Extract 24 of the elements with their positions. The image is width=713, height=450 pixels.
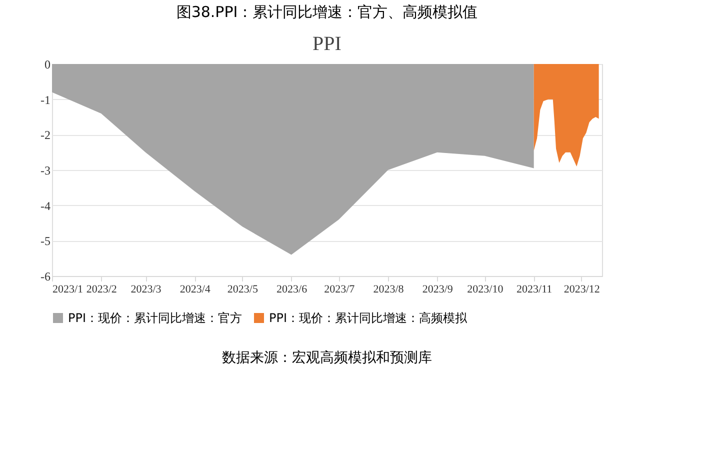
y-tick-label: -5 <box>40 234 50 248</box>
chart-subtitle: PPI <box>312 33 342 55</box>
x-tick-label: 2023/1 <box>52 284 84 296</box>
y-tick-label: -4 <box>40 198 50 213</box>
x-tick-label: 2023/12 <box>564 284 600 296</box>
x-tick-label: 2023/6 <box>276 284 308 296</box>
y-tick-label: -1 <box>40 92 50 107</box>
y-tick-label: -6 <box>40 270 50 284</box>
y-tick-label: -2 <box>40 128 50 142</box>
legend-label: PPI：现价：累计同比增速：高频模拟 <box>269 311 468 325</box>
legend-label: PPI：现价：累计同比增速：官方 <box>68 311 242 325</box>
x-tick-label: 2023/5 <box>227 284 258 296</box>
x-tick-label: 2023/9 <box>422 284 454 296</box>
chart-title: 图38.PPI：累计同比增速：官方、高频模拟值 <box>176 3 478 21</box>
source-note: 数据来源：宏观高频模拟和预测库 <box>222 350 432 366</box>
x-tick-label: 2023/7 <box>324 284 356 296</box>
x-tick-label: 2023/8 <box>373 284 404 296</box>
x-tick-label: 2023/4 <box>180 284 211 296</box>
x-tick-label: 2023/3 <box>130 284 162 296</box>
x-tick-label: 2023/2 <box>86 284 117 296</box>
x-tick-label: 2023/10 <box>467 284 504 296</box>
y-tick-label: 0 <box>44 58 50 72</box>
y-tick-label: -3 <box>40 164 50 178</box>
x-tick-label: 2023/11 <box>516 284 552 296</box>
